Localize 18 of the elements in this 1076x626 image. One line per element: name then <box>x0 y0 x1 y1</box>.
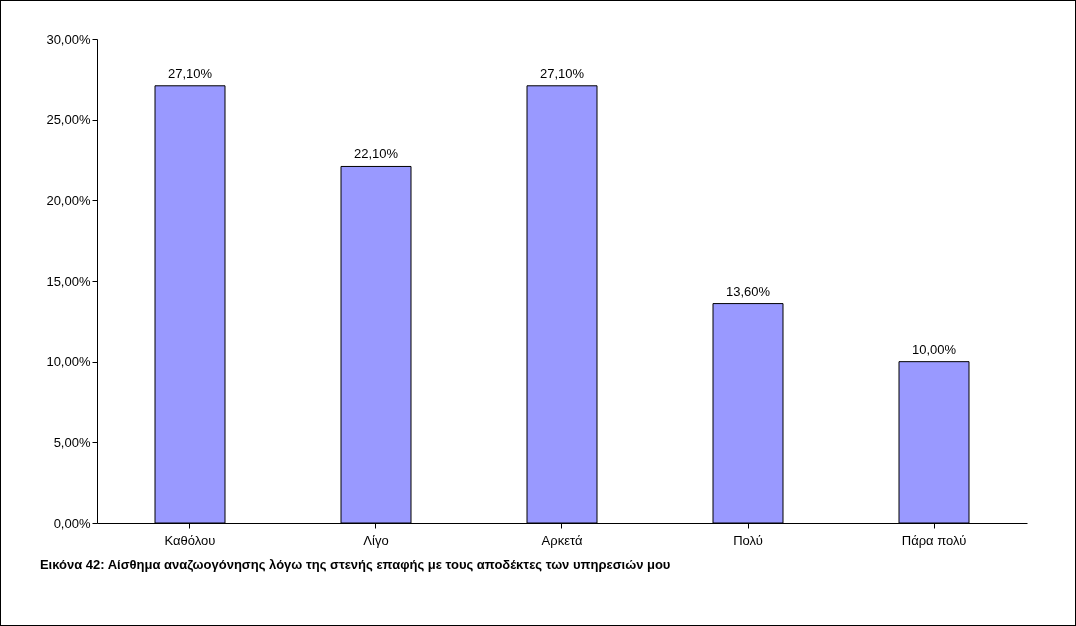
y-tick-label: 5,00% <box>53 434 91 450</box>
data-label: 10,00% <box>911 341 957 357</box>
y-tick-label: 10,00% <box>46 354 91 370</box>
data-label: 27,10% <box>167 65 213 81</box>
x-tick-label: Πολύ <box>733 532 763 548</box>
y-tick-label: 20,00% <box>46 192 91 208</box>
x-tick-label: Καθόλου <box>164 532 216 548</box>
x-tick-label: Αρκετά <box>541 532 583 548</box>
data-label: 27,10% <box>539 65 585 81</box>
y-tick-label: 25,00% <box>46 112 91 128</box>
y-tick-label: 15,00% <box>46 273 91 289</box>
y-tick-label: 0,00% <box>53 515 91 531</box>
data-label: 22,10% <box>353 146 399 162</box>
y-tick-label: 30,00% <box>46 31 91 47</box>
data-label: 13,60% <box>725 283 771 299</box>
x-tick-label: Λίγο <box>363 532 389 548</box>
x-tick-label: Πάρα πολύ <box>901 532 967 548</box>
text: Εικόνα 42: Αίσθημα αναζωογόνησης λόγω της στενής επαφής με τους αποδέκτες των υπηρεσιών μου <box>39 557 671 572</box>
